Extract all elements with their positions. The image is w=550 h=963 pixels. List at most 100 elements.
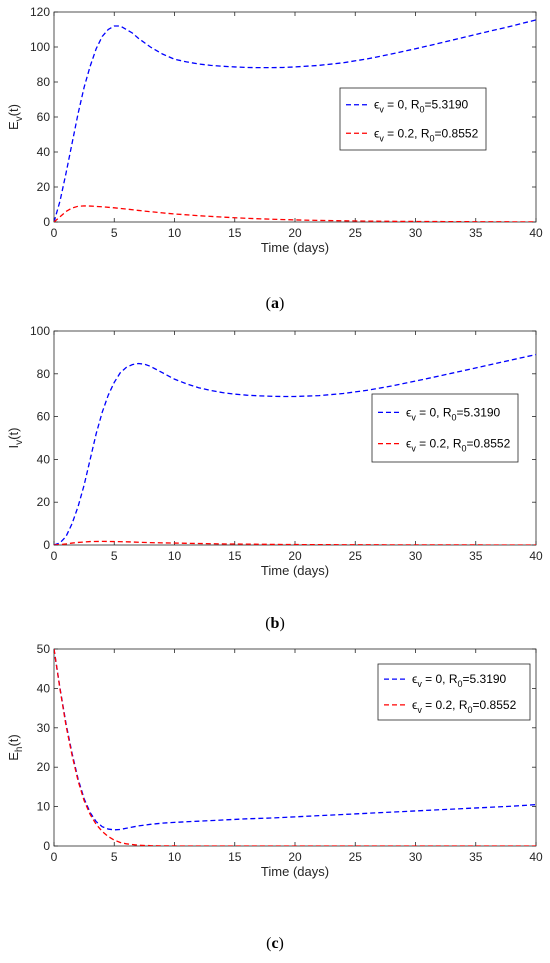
data-point xyxy=(78,506,79,507)
data-point xyxy=(258,67,259,68)
data-point xyxy=(120,372,121,373)
data-point xyxy=(71,755,72,756)
x-tick-label: 35 xyxy=(469,549,483,563)
data-point xyxy=(84,205,85,206)
data-point xyxy=(84,484,85,485)
data-point xyxy=(319,395,320,396)
x-axis-title: Time (days) xyxy=(261,864,329,879)
data-point xyxy=(355,544,356,545)
data-point xyxy=(367,390,368,391)
data-point xyxy=(150,211,151,212)
y-tick-label: 60 xyxy=(37,110,51,124)
data-point xyxy=(535,845,536,846)
data-point xyxy=(391,53,392,54)
data-point xyxy=(174,59,175,60)
series-line-0 xyxy=(54,19,536,222)
data-point xyxy=(246,218,247,219)
data-point xyxy=(210,65,211,66)
data-point xyxy=(108,395,109,396)
data-point xyxy=(84,87,85,88)
data-point xyxy=(59,542,60,543)
y-axis-title: Eh(t) xyxy=(6,734,25,761)
data-point xyxy=(96,433,97,434)
x-axis-title: Time (days) xyxy=(261,240,329,255)
data-point xyxy=(535,544,536,545)
data-point xyxy=(415,810,416,811)
x-tick-label: 0 xyxy=(51,226,58,240)
data-point xyxy=(234,845,235,846)
data-point xyxy=(487,31,488,32)
data-point xyxy=(198,543,199,544)
data-point xyxy=(294,396,295,397)
x-tick-label: 15 xyxy=(228,226,242,240)
y-tick-label: 20 xyxy=(37,760,51,774)
x-tick-label: 40 xyxy=(529,226,543,240)
data-point xyxy=(114,829,115,830)
data-point xyxy=(150,46,151,47)
data-point xyxy=(126,541,127,542)
data-point xyxy=(319,220,320,221)
data-point xyxy=(210,390,211,391)
data-point xyxy=(198,387,199,388)
figure-caption: (a) xyxy=(266,295,285,312)
data-point xyxy=(71,143,72,144)
y-tick-label: 100 xyxy=(30,324,50,338)
data-point xyxy=(246,395,247,396)
data-point xyxy=(222,392,223,393)
y-tick-label: 0 xyxy=(43,839,50,853)
data-point xyxy=(126,367,127,368)
data-point xyxy=(198,845,199,846)
data-point xyxy=(270,544,271,545)
data-point xyxy=(108,29,109,30)
y-tick-label: 0 xyxy=(43,538,50,552)
data-point xyxy=(150,542,151,543)
data-point xyxy=(108,836,109,837)
data-point xyxy=(144,364,145,365)
data-point xyxy=(59,544,60,545)
data-point xyxy=(71,207,72,208)
x-tick-label: 25 xyxy=(349,549,363,563)
chart-a-svg: 0 5 10 15 20 25 30 35 40 0 20 40 60 80 100 120 Time (day… xyxy=(6,5,543,312)
y-tick-label: 40 xyxy=(37,681,51,695)
x-tick-label: 30 xyxy=(409,850,423,864)
data-point xyxy=(90,205,91,206)
data-point xyxy=(270,67,271,68)
chart-b-svg: 0 5 10 15 20 25 30 35 40 0 20 40 60 80 100 Time (days) I… xyxy=(6,324,543,632)
y-tick-label: 100 xyxy=(30,40,50,54)
data-point xyxy=(59,216,60,217)
data-point xyxy=(162,542,163,543)
data-point xyxy=(246,544,247,545)
data-point xyxy=(65,211,66,212)
data-point xyxy=(511,359,512,360)
x-tick-label: 30 xyxy=(409,226,423,240)
data-point xyxy=(96,824,97,825)
legend-box xyxy=(377,663,531,721)
data-point xyxy=(78,206,79,207)
data-point xyxy=(174,213,175,214)
y-axis-title-tail: (t) xyxy=(6,428,21,440)
x-tick-label: 15 xyxy=(228,549,242,563)
y-axis-title-sub: v xyxy=(14,440,25,445)
data-point xyxy=(222,819,223,820)
data-point xyxy=(120,842,121,843)
x-tick-label: 0 xyxy=(51,549,58,563)
legend-label: ϵv = 0.2, R0=0.8552 xyxy=(406,437,511,454)
data-point xyxy=(102,541,103,542)
y-tick-label: 10 xyxy=(37,800,51,814)
data-point xyxy=(114,25,115,26)
data-point xyxy=(439,809,440,810)
data-point xyxy=(463,808,464,809)
data-point xyxy=(439,375,440,376)
data-point xyxy=(343,814,344,815)
data-point xyxy=(294,66,295,67)
data-point xyxy=(126,828,127,829)
x-tick-label: 10 xyxy=(168,850,182,864)
data-point xyxy=(234,66,235,67)
data-point xyxy=(222,217,223,218)
data-point xyxy=(270,219,271,220)
x-tick-label: 20 xyxy=(288,850,302,864)
data-point xyxy=(343,393,344,394)
data-point xyxy=(71,523,72,524)
data-point xyxy=(138,845,139,846)
x-tick-label: 40 xyxy=(529,850,543,864)
